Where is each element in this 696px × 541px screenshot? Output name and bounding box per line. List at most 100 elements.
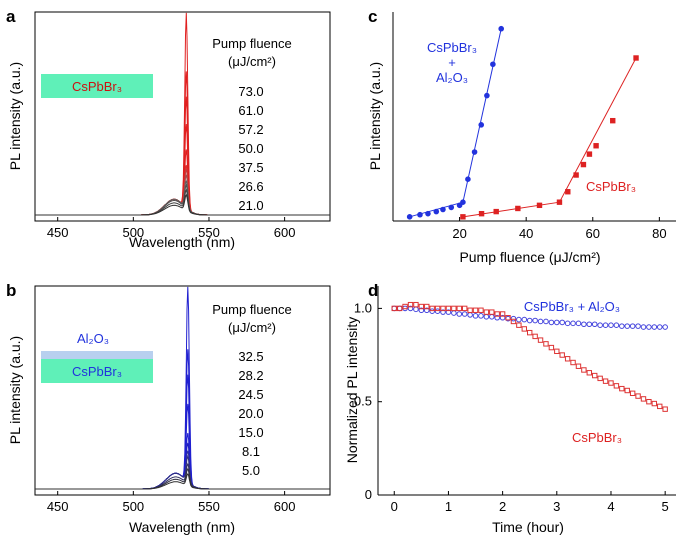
panel-c-xtick-label-2: 60 <box>586 226 600 241</box>
panel-c-point-1-8 <box>580 161 587 168</box>
panel-d-point-0-43 <box>624 323 631 329</box>
panel-d-point-1-44 <box>629 390 636 396</box>
panel-a-spectrum-11 <box>35 193 330 216</box>
panel-d-point-0-28 <box>543 318 549 325</box>
panel-b-x-ticks: 450 500 550 600 <box>47 491 295 514</box>
panel-c-point-1-11 <box>610 117 616 124</box>
panel-c-point-0-8 <box>465 176 471 182</box>
panel-c-point-1-0 <box>460 214 466 220</box>
panel-d-point-1-26 <box>532 333 538 340</box>
panel-d-x-ticks: 0 1 2 3 4 5 <box>391 491 669 514</box>
panel-c-point-0-3 <box>433 208 440 215</box>
panel-c-xtick-label-3: 80 <box>652 226 666 241</box>
panel-d-point-1-49 <box>657 403 663 410</box>
panel-d-point-1-1 <box>396 305 403 312</box>
panel-c-series-0 <box>406 25 505 220</box>
panel-d-ytick-label-2: 1.0 <box>354 300 372 315</box>
panel-a-xtick-label-0: 450 <box>47 225 69 240</box>
panel-d-point-1-24 <box>521 326 527 332</box>
panel-d-point-0-46 <box>640 324 647 330</box>
panel-d-point-1-0 <box>391 305 397 312</box>
panel-a-xtick-label-2: 550 <box>198 225 220 240</box>
panel-d-point-1-50 <box>662 406 668 412</box>
panel-b-fluence-5: 8.1 <box>242 444 260 459</box>
panel-c-point-0-12 <box>490 61 496 68</box>
panel-d-point-0-50 <box>662 324 668 330</box>
panel-d-point-0-42 <box>619 323 625 329</box>
panel-d-point-1-12 <box>456 305 462 312</box>
panel-a-xtick-label-3: 600 <box>274 225 296 240</box>
panel-d-point-1-14 <box>467 307 473 313</box>
panel-d-point-0-47 <box>646 324 652 330</box>
panel-d: d 0 1 2 3 4 5 0 0.5 1.0 Time (hour) Normalized … <box>344 281 676 535</box>
panel-c-label-bare: CsPbBr₃ <box>586 179 636 194</box>
panel-a-frame <box>34 11 331 222</box>
panel-d-point-1-17 <box>483 309 490 315</box>
panel-c-point-0-1 <box>417 211 423 218</box>
panel-b-spectrum-5 <box>35 442 330 490</box>
panel-c-ylabel: PL intensity (a.u.) <box>367 62 383 170</box>
panel-a-xtick-label-1: 500 <box>122 225 144 240</box>
panel-c-point-1-7 <box>573 172 579 178</box>
panel-d-point-1-36 <box>586 370 593 376</box>
panel-a-legend-title-1: Pump fluence <box>212 36 292 51</box>
panel-d-point-0-11 <box>451 310 457 316</box>
panel-d-point-0-49 <box>656 324 663 330</box>
panel-b-fluence-6: 5.0 <box>242 463 260 478</box>
panel-b-fluence-0: 32.5 <box>238 349 263 364</box>
panel-d-point-1-18 <box>489 309 495 315</box>
panel-d-point-0-19 <box>494 314 501 321</box>
panel-c-point-0-11 <box>484 92 490 99</box>
panel-d-point-1-37 <box>592 372 598 379</box>
panel-d-point-1-10 <box>445 305 452 312</box>
panel-c-xlabel: Pump fluence (μJ/cm²) <box>459 249 600 265</box>
panel-d-point-1-34 <box>575 363 582 369</box>
panel-d-point-0-41 <box>613 322 620 328</box>
panel-d-point-1-2 <box>402 303 408 310</box>
panel-b-fluence-list: 32.5 28.2 24.5 20.0 15.0 8.1 5.0 <box>238 349 263 478</box>
panel-d-ytick-label-1: 0.5 <box>354 394 372 409</box>
panel-a-letter: a <box>6 7 16 26</box>
panel-d-point-0-15 <box>472 313 479 319</box>
panel-d-point-0-7 <box>429 308 435 314</box>
panel-a-x-ticks: 450 500 550 600 <box>47 217 296 240</box>
panel-d-point-1-20 <box>499 311 506 317</box>
panel-d-point-0-23 <box>516 316 522 323</box>
panel-c-label-coated-3: Al₂O₃ <box>436 70 468 85</box>
panel-d-point-1-48 <box>651 400 658 407</box>
panel-d-point-0-37 <box>591 321 598 328</box>
panel-d-point-1-8 <box>434 305 441 312</box>
panel-b-fluence-3: 20.0 <box>238 406 263 421</box>
panel-c-x-ticks: 20 40 60 80 <box>452 217 667 241</box>
panel-d-point-0-16 <box>478 313 484 319</box>
panel-d-point-0-22 <box>510 315 517 322</box>
panel-a-fluence-5: 26.6 <box>238 179 263 194</box>
panel-d-point-1-40 <box>608 380 614 386</box>
panel-d-point-1-25 <box>527 329 533 336</box>
panel-a-fluence-6: 21.0 <box>238 198 263 213</box>
panel-b-sample-box <box>41 359 153 383</box>
panel-d-point-0-1 <box>396 305 403 312</box>
panel-d-point-1-22 <box>510 318 517 325</box>
panel-b-legend-title-1: Pump fluence <box>212 302 292 317</box>
panel-d-point-0-31 <box>559 319 566 326</box>
panel-d-point-1-32 <box>564 356 571 362</box>
panel-c-letter: c <box>368 7 377 26</box>
panel-d-point-1-41 <box>613 383 620 389</box>
panel-d-point-0-34 <box>575 320 582 327</box>
panel-d-point-0-14 <box>467 312 473 318</box>
panel-c-point-1-2 <box>493 208 499 215</box>
panel-d-point-0-30 <box>554 319 560 326</box>
panel-d-point-1-35 <box>581 367 587 373</box>
panel-d-point-0-20 <box>499 314 506 321</box>
panel-d-point-0-40 <box>608 322 614 328</box>
panel-c-point-1-12 <box>633 55 639 61</box>
panel-b-fluence-1: 28.2 <box>238 368 263 383</box>
panel-d-point-0-0 <box>391 305 398 312</box>
panel-c-series-1 <box>460 55 639 220</box>
panel-c-point-1-5 <box>556 199 563 205</box>
panel-b-spectrum-4 <box>35 433 330 490</box>
panel-a-fluence-4: 37.5 <box>238 160 263 175</box>
panel-d-point-0-38 <box>597 322 603 328</box>
